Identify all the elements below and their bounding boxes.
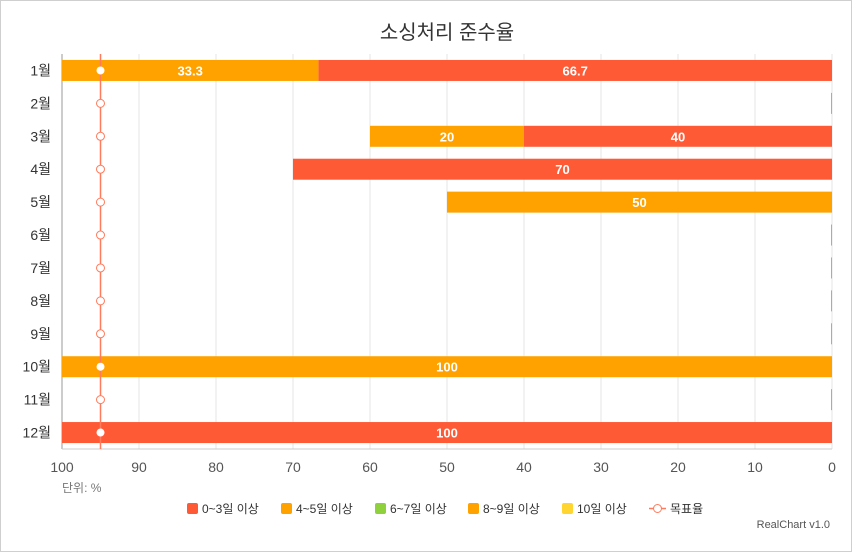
data-labels: 66.7 33.3 40 20 70 50 100 100 (178, 63, 686, 440)
legend-label: 6~7일 이상 (390, 502, 447, 516)
target-point (96, 66, 105, 75)
grid-lines (61, 54, 833, 450)
bar-empty (831, 323, 832, 345)
x-tick-label: 50 (439, 459, 455, 475)
x-tick-label: 20 (670, 459, 686, 475)
target-point (96, 131, 105, 141)
legend-swatch (187, 503, 198, 514)
category-label: 6월 (30, 227, 51, 243)
target-point (96, 296, 105, 306)
bar-segment (524, 125, 832, 147)
target-point (96, 362, 105, 371)
bar-empty (831, 224, 832, 246)
target-point (96, 98, 105, 108)
data-label: 33.3 (178, 63, 203, 78)
value-axis: 100 90 80 70 60 50 40 30 20 10 0 (50, 459, 836, 475)
target-point (96, 164, 105, 174)
legend-label: 목표율 (670, 502, 703, 516)
x-tick-label: 0 (828, 459, 836, 475)
bar-segment (370, 125, 524, 147)
bar-segment (62, 356, 832, 378)
legend-swatch (468, 503, 479, 514)
category-label: 5월 (30, 194, 51, 210)
bar-empty (831, 389, 832, 411)
category-label: 9월 (30, 326, 51, 342)
target-point (96, 329, 105, 339)
legend-label: 0~3일 이상 (202, 502, 259, 516)
data-label: 100 (436, 426, 458, 441)
legend-swatch (562, 503, 573, 514)
category-label: 10월 (23, 359, 51, 375)
credit-label: RealChart v1.0 (757, 519, 830, 531)
bar-empty (831, 290, 832, 312)
category-label: 7월 (30, 260, 51, 276)
x-tick-label: 10 (747, 459, 763, 475)
target-point (96, 263, 105, 273)
bar-segment (293, 158, 832, 180)
unit-label: 단위: % (62, 481, 102, 495)
category-axis: 1월 2월 3월 4월 5월 6월 7월 8월 9월 10월 11월 12월 (23, 62, 51, 440)
data-label: 70 (555, 162, 569, 177)
x-tick-label: 80 (208, 459, 224, 475)
legend-marker (653, 504, 662, 513)
target-point (96, 197, 105, 207)
chart-title: 소싱처리 준수율 (380, 21, 514, 44)
x-tick-label: 30 (593, 459, 609, 475)
bar-segment (318, 59, 832, 81)
data-label: 100 (436, 360, 458, 375)
x-tick-label: 60 (362, 459, 378, 475)
data-label: 50 (632, 195, 646, 210)
x-tick-label: 70 (285, 459, 301, 475)
legend-label: 10일 이상 (577, 502, 627, 516)
category-label: 2월 (30, 95, 51, 111)
target-point (96, 230, 105, 240)
bar-segment (62, 422, 832, 444)
legend-swatch (375, 503, 386, 514)
category-label: 11월 (24, 392, 51, 408)
x-tick-label: 40 (516, 459, 532, 475)
legend-label: 8~9일 이상 (483, 502, 540, 516)
legend-swatch (281, 503, 292, 514)
category-label: 8월 (30, 293, 51, 309)
bar-empty (831, 257, 832, 279)
bar-segment (447, 191, 832, 213)
x-tick-label: 90 (131, 459, 147, 475)
target-line (96, 54, 105, 449)
legend: 0~3일 이상 4~5일 이상 6~7일 이상 8~9일 이상 10일 이상 목표율 (187, 502, 703, 516)
legend-label: 4~5일 이상 (296, 502, 353, 516)
category-label: 4월 (30, 161, 51, 177)
x-tick-label: 100 (50, 459, 74, 475)
target-point (96, 428, 105, 437)
bar-empty (831, 92, 832, 114)
category-label: 1월 (30, 62, 51, 78)
data-label: 20 (440, 129, 454, 144)
target-point (96, 395, 105, 405)
bars (62, 59, 832, 444)
bar-segment (62, 59, 319, 81)
data-label: 66.7 (563, 63, 588, 78)
category-label: 3월 (30, 128, 51, 144)
data-label: 40 (671, 129, 685, 144)
category-label: 12월 (23, 425, 51, 441)
